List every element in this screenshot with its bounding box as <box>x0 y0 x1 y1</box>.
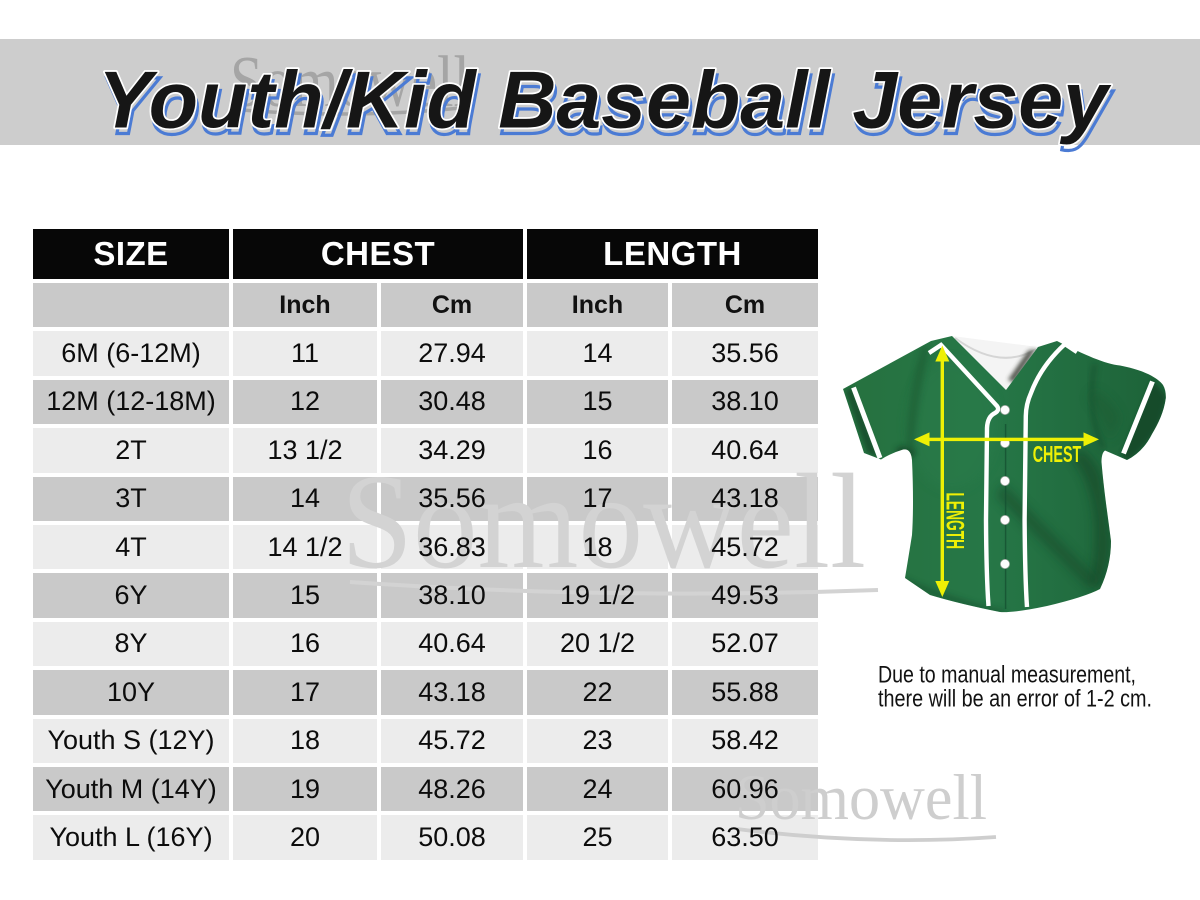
svg-text:Somowell: Somowell <box>735 762 987 833</box>
svg-text:Somowell: Somowell <box>230 41 470 122</box>
svg-text:there will be an error of 1-2: there will be an error of 1-2 cm. <box>878 685 1152 712</box>
svg-text:Youth/Kid Baseball Jersey: Youth/Kid Baseball Jersey <box>98 56 1112 146</box>
svg-text:LENGTH: LENGTH <box>940 493 967 550</box>
svg-text:CHEST: CHEST <box>1033 441 1082 468</box>
svg-text:Due to manual measurement,: Due to manual measurement, <box>878 661 1136 688</box>
svg-text:Youth/Kid Baseball Jersey: Youth/Kid Baseball Jersey <box>100 62 1114 152</box>
